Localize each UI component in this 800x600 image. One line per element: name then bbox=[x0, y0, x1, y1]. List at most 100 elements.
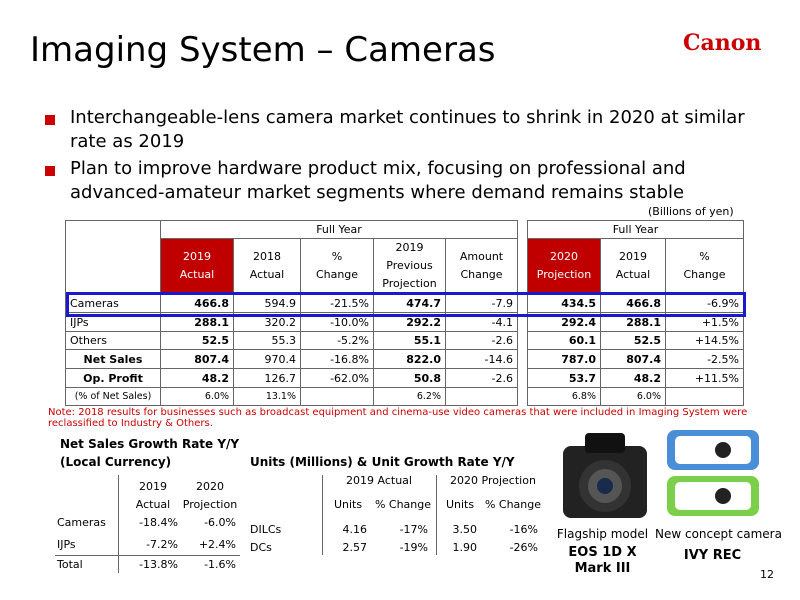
header-line: Change bbox=[460, 268, 503, 281]
product-caption: New concept camera bbox=[655, 527, 782, 541]
text: Cameras bbox=[57, 516, 106, 529]
product-name: EOS 1D X bbox=[568, 545, 637, 560]
cell: -2.6 bbox=[445, 368, 518, 388]
cell: -2.5% bbox=[665, 349, 744, 369]
bullet: Plan to improve hardware product mix, fo… bbox=[70, 158, 686, 203]
growth-title: Net Sales Growth Rate Y/Y bbox=[60, 437, 240, 451]
header-line: 2018 bbox=[253, 250, 281, 263]
text: -16% bbox=[509, 523, 538, 536]
cell: +11.5% bbox=[665, 368, 744, 388]
logo: Canon bbox=[683, 30, 762, 56]
header-line: Amount bbox=[459, 250, 504, 263]
header-line: 2019 bbox=[619, 250, 647, 263]
cell: 55.1 bbox=[373, 331, 446, 350]
header-line: Actual bbox=[615, 268, 651, 281]
text: -17% bbox=[399, 523, 428, 536]
header-cell bbox=[65, 220, 161, 294]
cell bbox=[665, 387, 744, 406]
cell: -62.0% bbox=[300, 368, 374, 388]
cell: 6.0% bbox=[160, 387, 234, 406]
header-line: 2019 bbox=[183, 250, 211, 263]
text: -6.0% bbox=[204, 516, 236, 529]
column-header: 2019 Actual bbox=[160, 238, 234, 294]
text: 2020 bbox=[196, 480, 224, 493]
cell: 52.5 bbox=[600, 331, 666, 350]
bullet-marker bbox=[45, 166, 55, 176]
column-header: 2019 Previous Projection bbox=[373, 238, 446, 294]
text: 3.50 bbox=[452, 523, 478, 536]
growth-subtitle: (Local Currency) bbox=[60, 455, 172, 469]
product-caption: Flagship model bbox=[556, 527, 649, 541]
ivy-rec-image bbox=[667, 430, 759, 516]
cell: -16.8% bbox=[300, 349, 374, 369]
cell: 13.1% bbox=[233, 387, 301, 406]
bullet-marker bbox=[45, 115, 55, 125]
cell: 807.4 bbox=[160, 349, 234, 369]
text: -18.4% bbox=[139, 516, 178, 529]
cell: 126.7 bbox=[233, 368, 301, 388]
cell: -5.2% bbox=[300, 331, 374, 350]
header-line: Change bbox=[315, 268, 359, 281]
row-label: Others bbox=[65, 331, 161, 350]
cell: 52.5 bbox=[160, 331, 234, 350]
cell bbox=[445, 387, 518, 406]
text: Units bbox=[445, 498, 475, 511]
camera-image bbox=[563, 433, 647, 518]
row-label: Op. Profit bbox=[65, 368, 161, 388]
text: IJPs bbox=[57, 538, 76, 551]
cell: 6.2% bbox=[373, 387, 446, 406]
page-number: 12 bbox=[760, 568, 774, 581]
units-title: Units (Millions) & Unit Growth Rate Y/Y bbox=[250, 455, 515, 469]
cell: 48.2 bbox=[600, 368, 666, 388]
header-line: % bbox=[331, 250, 343, 263]
cell: 60.1 bbox=[527, 331, 601, 350]
text: 1.90 bbox=[452, 541, 478, 554]
header-line: Previous bbox=[386, 259, 433, 272]
cell: -2.6 bbox=[445, 331, 518, 350]
header-line: Actual bbox=[179, 268, 215, 281]
cell bbox=[300, 387, 374, 406]
note: Note: 2018 results for businesses such a… bbox=[48, 407, 748, 429]
cell: 50.8 bbox=[373, 368, 446, 388]
column-header: Amount Change bbox=[445, 238, 518, 294]
text: -13.8% bbox=[139, 558, 178, 571]
header-line: % bbox=[699, 250, 710, 263]
header-line: Change bbox=[683, 268, 726, 281]
text: % Change bbox=[374, 498, 432, 511]
rule bbox=[322, 475, 323, 555]
cell: 807.4 bbox=[600, 349, 666, 369]
highlight-box bbox=[66, 292, 746, 317]
header-line: Projection bbox=[536, 268, 592, 281]
header-line: 2019 bbox=[395, 241, 424, 254]
column-header: % Change bbox=[665, 238, 744, 294]
product-name: Mark III bbox=[574, 561, 631, 576]
cell: 6.0% bbox=[600, 387, 666, 406]
bullet: Interchangeable-lens camera market conti… bbox=[70, 107, 745, 152]
column-header: % Change bbox=[300, 238, 374, 294]
product-name: IVY REC bbox=[683, 548, 742, 563]
unit-note: (Billions of yen) bbox=[648, 205, 734, 218]
text: Units bbox=[333, 498, 363, 511]
text: 4.16 bbox=[342, 523, 368, 536]
group-header: Full Year bbox=[160, 220, 518, 239]
header-line: Actual bbox=[249, 268, 285, 281]
cell: 787.0 bbox=[527, 349, 601, 369]
text: 2.57 bbox=[342, 541, 368, 554]
text: 2019 bbox=[139, 480, 167, 493]
row-label: (% of Net Sales) bbox=[65, 387, 161, 406]
text: -26% bbox=[509, 541, 538, 554]
cell: -14.6 bbox=[445, 349, 518, 369]
text: +2.4% bbox=[198, 538, 236, 551]
cell: 55.3 bbox=[233, 331, 301, 350]
text: DCs bbox=[250, 541, 272, 554]
column-header: 2018 Actual bbox=[233, 238, 301, 294]
text: Total bbox=[57, 558, 83, 571]
cell: +14.5% bbox=[665, 331, 744, 350]
header-line: Projection bbox=[382, 277, 437, 290]
text: -19% bbox=[399, 541, 428, 554]
text: Projection bbox=[182, 498, 238, 511]
text: % Change bbox=[484, 498, 542, 511]
group-header: Full Year bbox=[527, 220, 744, 239]
rule bbox=[118, 475, 119, 573]
